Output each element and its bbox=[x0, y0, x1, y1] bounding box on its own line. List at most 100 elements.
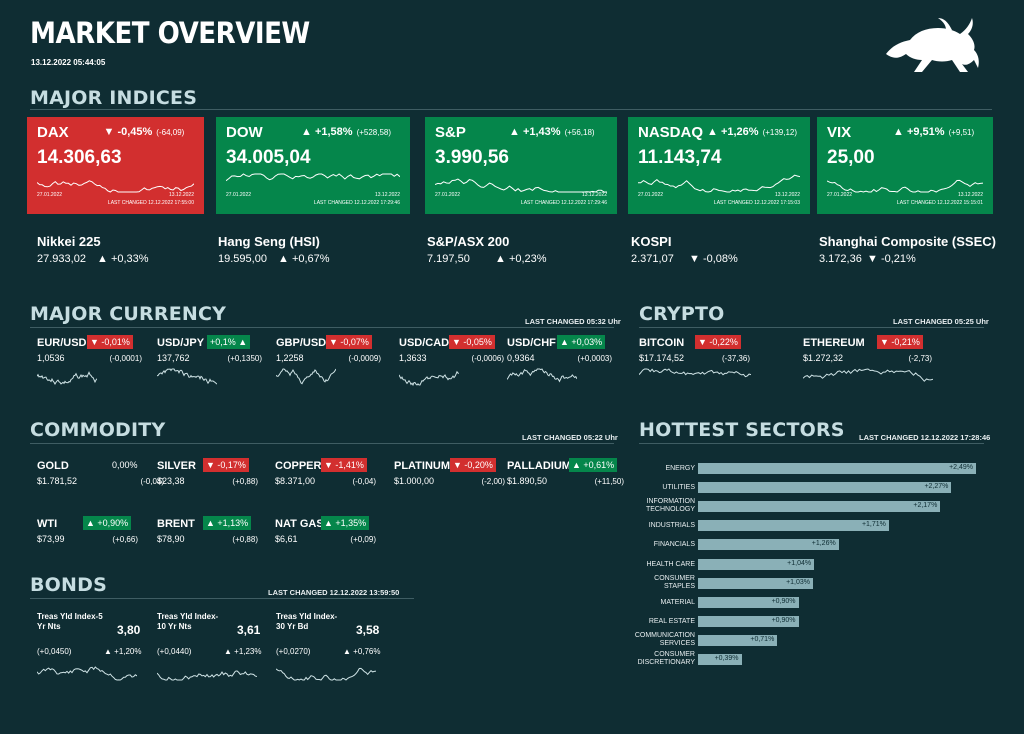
bond-item[interactable]: Treas Yld Index-5 Yr Nts 3,80 (+0,0450) ▲ +… bbox=[37, 612, 147, 692]
end-date: 13.12.2022 bbox=[168, 192, 194, 198]
quote-brent[interactable]: BRENT ▲ +1,13% $78,90 (+0,88) bbox=[157, 516, 265, 578]
last-changed: LAST CHANGED 12.12.2022 17:15:03 bbox=[713, 200, 800, 206]
quote-name: GOLD bbox=[37, 460, 69, 472]
bond-value: 3,58 bbox=[356, 623, 380, 637]
quote-change-badge: ▼ -0,20% bbox=[450, 458, 496, 472]
quote-gbpusd[interactable]: GBP/USD ▼ -0,07% 1,2258 (-0,0009) bbox=[276, 335, 388, 397]
bond-abs-change: (+0,0450) bbox=[37, 647, 72, 656]
end-date: 13.12.2022 bbox=[374, 192, 400, 198]
sectors-last-changed: LAST CHANGED 12.12.2022 17:28:46 bbox=[859, 433, 991, 442]
quote-platinum[interactable]: PLATINUM ▼ -0,20% $1.000,00 (-2,00) bbox=[394, 458, 512, 520]
quote-change-badge: ▲ +0,03% bbox=[557, 335, 606, 349]
quote-abs-change: (+0,66) bbox=[112, 535, 138, 544]
sparkline bbox=[803, 368, 933, 382]
sector-value: +1,03% bbox=[786, 578, 810, 586]
currency-last-changed: LAST CHANGED 05:32 Uhr bbox=[525, 317, 621, 326]
start-date: 27.01.2022 bbox=[435, 192, 461, 198]
quote-silver[interactable]: SILVER ▼ -0,17% $23,38 (+0,88) bbox=[157, 458, 265, 520]
asia-index[interactable]: KOSPI 2.371,07 ▼ -0,08% bbox=[631, 234, 831, 265]
quote-name: USD/CHF bbox=[507, 337, 556, 349]
sector-bar: +1,04% bbox=[698, 558, 815, 570]
quote-name: COPPER bbox=[275, 460, 322, 472]
quote-name: PLATINUM bbox=[394, 460, 451, 472]
quote-name: SILVER bbox=[157, 460, 196, 472]
sector-value: +2,49% bbox=[949, 464, 973, 471]
index-abs-change: (+528,58) bbox=[356, 128, 392, 137]
index-abs-change: (+56,18) bbox=[564, 128, 595, 137]
quote-name: BITCOIN bbox=[639, 337, 685, 349]
quote-wti[interactable]: WTI ▲ +0,90% $73,99 (+0,66) bbox=[37, 516, 145, 578]
start-date: 27.01.2022 bbox=[37, 192, 63, 198]
asia-index-change: ▼ -0,08% bbox=[689, 253, 738, 265]
sector-value: +0,71% bbox=[750, 635, 775, 643]
sector-label: INFORMATION TECHNOLOGY bbox=[645, 498, 695, 514]
index-change: ▼ -0,45% (-64,09) bbox=[103, 126, 185, 138]
quote-abs-change: (-0,0001) bbox=[109, 354, 142, 363]
asia-index[interactable]: Nikkei 225 27.933,02 ▲ +0,33% bbox=[37, 234, 237, 265]
quote-change-badge: ▲ +1,13% bbox=[203, 516, 252, 530]
bond-item[interactable]: Treas Yld Index-30 Yr Bd 3,58 (+0,0270) ▲ +… bbox=[276, 612, 386, 692]
section-title-commodity: COMMODITY bbox=[30, 419, 166, 441]
quote-abs-change: (-0,0006) bbox=[471, 354, 504, 363]
index-value: 25,00 bbox=[827, 147, 875, 168]
sparkline bbox=[276, 368, 336, 385]
sparkline bbox=[507, 368, 577, 383]
bond-change: ▲ +0,76% bbox=[343, 647, 381, 656]
quote-abs-change: (+0,88) bbox=[232, 477, 258, 486]
index-card-dax[interactable]: DAX ▼ -0,45% (-64,09) 14.306,63 27.01.2022 13… bbox=[27, 117, 204, 214]
quote-change-badge: ▼ -0,05% bbox=[449, 335, 495, 349]
section-title-sectors: HOTTEST SECTORS bbox=[639, 419, 845, 441]
quote-eurusd[interactable]: EUR/USD ▼ -0,01% 1,0536 (-0,0001) bbox=[37, 335, 149, 397]
quote-price: $1.781,52 bbox=[37, 476, 78, 486]
quote-change-badge: ▼ -0,01% bbox=[87, 335, 133, 349]
sector-value: +0,90% bbox=[771, 597, 796, 605]
asia-index[interactable]: S&P/ASX 200 7.197,50 ▲ +0,23% bbox=[427, 234, 627, 265]
quote-name: PALLADIUM bbox=[507, 460, 571, 472]
index-value: 34.005,04 bbox=[226, 147, 311, 168]
sparkline bbox=[157, 670, 257, 681]
quote-abs-change: (-2,00) bbox=[481, 477, 505, 486]
asia-index-name: Nikkei 225 bbox=[37, 234, 101, 249]
asia-index-value: 7.197,50 bbox=[427, 253, 470, 265]
quote-abs-change: (+11,50) bbox=[594, 477, 624, 486]
quote-price: $6,61 bbox=[275, 534, 298, 544]
index-card-vix[interactable]: VIX ▲ +9,51% (+9,51) 25,00 27.01.2022 13.12.2… bbox=[817, 117, 993, 214]
bond-item[interactable]: Treas Yld Index-10 Yr Nts 3,61 (+0,0440) ▲ … bbox=[157, 612, 267, 692]
quote-palladium[interactable]: PALLADIUM ▲ +0,61% $1.890,50 (+11,50) bbox=[507, 458, 631, 520]
bonds-last-changed: LAST CHANGED 12.12.2022 13:59:50 bbox=[268, 588, 400, 597]
sector-value: +1,04% bbox=[787, 559, 812, 567]
sector-value: +0,90% bbox=[771, 616, 796, 624]
quote-usdjpy[interactable]: USD/JPY +0,1% ▲ 137,762 (+0,1350) bbox=[157, 335, 269, 397]
index-card-sp[interactable]: S&P ▲ +1,43% (+56,18) 3.990,56 27.01.2022 13.… bbox=[425, 117, 617, 214]
asia-index[interactable]: Shanghai Composite (SSEC) 3.172,36 ▼ -0,21… bbox=[819, 234, 1019, 265]
bond-name: Treas Yld Index-30 Yr Bd bbox=[276, 612, 338, 631]
quote-natgas[interactable]: NAT GAS ▲ +1,35% $6,61 (+0,09) bbox=[275, 516, 383, 578]
quote-copper[interactable]: COPPER ▼ -1,41% $8.371,00 (-0,04) bbox=[275, 458, 383, 520]
quote-name: USD/JPY bbox=[157, 337, 205, 349]
quote-change-badge: ▲ +0,90% bbox=[83, 516, 132, 530]
last-changed: LAST CHANGED 12.12.2022 17:29:46 bbox=[313, 200, 400, 206]
quote-abs-change: (+0,88) bbox=[232, 535, 258, 544]
quote-usdcad[interactable]: USD/CAD ▼ -0,05% 1,3633 (-0,0006) bbox=[399, 335, 511, 397]
divider bbox=[30, 327, 614, 328]
quote-price: $1.000,00 bbox=[394, 476, 435, 486]
start-date: 27.01.2022 bbox=[827, 192, 853, 198]
quote-change-badge: ▼ -0,17% bbox=[203, 458, 249, 472]
quote-ethereum[interactable]: ETHEREUM ▼ -0,21% $1.272,32 (-2,73) bbox=[803, 335, 939, 397]
quote-usdchf[interactable]: USD/CHF ▲ +0,03% 0,9364 (+0,0003) bbox=[507, 335, 619, 397]
quote-price: 1,3633 bbox=[399, 353, 427, 363]
quote-abs-change: (+0,0003) bbox=[577, 354, 612, 363]
index-card-nasdaq[interactable]: NASDAQ ▲ +1,26% (+139,12) 11.143,74 27.01.20… bbox=[628, 117, 810, 214]
sector-label: ENERGY bbox=[665, 465, 695, 472]
index-name: DAX bbox=[37, 124, 69, 141]
quote-change-badge: ▼ -0,21% bbox=[877, 335, 923, 349]
quote-abs-change: (-0,04) bbox=[140, 477, 164, 486]
divider bbox=[30, 598, 414, 599]
bond-change: ▲ +1,23% bbox=[224, 647, 262, 656]
quote-price: 137,762 bbox=[157, 353, 190, 363]
asia-index[interactable]: Hang Seng (HSI) 19.595,00 ▲ +0,67% bbox=[218, 234, 418, 265]
quote-bitcoin[interactable]: BITCOIN ▼ -0,22% $17.174,52 (-37,36) bbox=[639, 335, 757, 397]
index-card-dow[interactable]: DOW ▲ +1,58% (+528,58) 34.005,04 27.01.2022 1… bbox=[216, 117, 410, 214]
sector-value: +2,17% bbox=[913, 502, 938, 510]
quote-gold[interactable]: GOLD 0,00% $1.781,52 (-0,04) bbox=[37, 460, 171, 520]
